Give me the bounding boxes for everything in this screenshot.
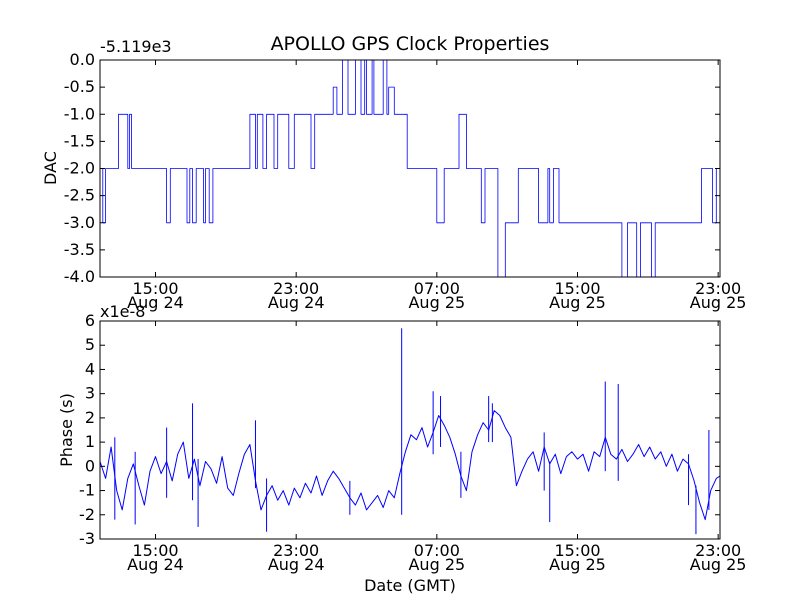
- dac-y-axis-label: DAC: [41, 151, 60, 185]
- dac-xtick-date-label: Aug 24: [268, 293, 325, 312]
- phase-xtick-time-label: 23:00: [695, 541, 741, 560]
- dac-xtick-date-label: Aug 25: [408, 293, 465, 312]
- phase-ytick-label: 2: [85, 408, 95, 427]
- phase-xtick-date-label: Aug 25: [408, 555, 465, 574]
- phase-ytick-label: -1: [79, 481, 95, 500]
- phase-offset-label: x1e-8: [100, 302, 145, 321]
- dac-y-ticks: 0.0 -0.5 -1.0 -1.5 -2.0 -2.5 -3.0 -3.5 -4.0: [64, 50, 720, 286]
- phase-axes-frame: [99, 320, 721, 540]
- phase-x-axis-label: Date (GMT): [364, 576, 456, 595]
- dac-series-line: [100, 59, 721, 278]
- phase-y-axis-label: Phase (s): [57, 393, 76, 467]
- phase-xtick-time-label: 23:00: [273, 541, 319, 560]
- dac-axes-frame: [99, 59, 721, 278]
- dac-xtick-time-label: 15:00: [132, 279, 178, 298]
- dac-ytick-label: -4.0: [64, 267, 95, 286]
- dac-ytick-label: -0.5: [64, 77, 95, 96]
- dac-xtick-date-label: Aug 24: [127, 293, 184, 312]
- phase-plot-area: [99, 328, 721, 535]
- dac-ytick-label: -3.5: [64, 240, 95, 259]
- phase-ytick-label: 1: [85, 432, 95, 451]
- dac-xtick-date-label: Aug 25: [549, 293, 606, 312]
- dac-ytick-label: -2.5: [64, 186, 95, 205]
- dac-xtick-time-label: 15:00: [554, 279, 600, 298]
- phase-xtick-date-label: Aug 25: [690, 555, 747, 574]
- phase-chart: x1e-8 Phase (s) Date (GMT) 6 5 4 3 2 1 0 -1 -2 -3…: [57, 302, 746, 595]
- chart-title: APOLLO GPS Clock Properties: [271, 33, 550, 55]
- phase-ytick-label: 6: [85, 311, 95, 330]
- dac-ytick-label: 0.0: [70, 50, 95, 69]
- dac-xtick-time-label: 07:00: [414, 279, 460, 298]
- phase-ytick-label: 0: [85, 456, 95, 475]
- dac-xtick-date-label: Aug 25: [690, 293, 747, 312]
- dac-xtick-time-label: 23:00: [273, 279, 319, 298]
- dac-ytick-label: -3.0: [64, 213, 95, 232]
- phase-xtick-date-label: Aug 24: [127, 555, 184, 574]
- phase-ytick-label: -2: [79, 505, 95, 524]
- phase-xtick-date-label: Aug 25: [549, 555, 606, 574]
- phase-ytick-label: 3: [85, 384, 95, 403]
- phase-xtick-time-label: 07:00: [414, 541, 460, 560]
- dac-ytick-label: -1.5: [64, 131, 95, 150]
- dac-offset-label: -5.119e3: [100, 37, 172, 56]
- dac-plot-area: [100, 59, 721, 278]
- phase-xtick-date-label: Aug 24: [268, 555, 325, 574]
- phase-xtick-time-label: 15:00: [132, 541, 178, 560]
- phase-ytick-label: -3: [79, 529, 95, 548]
- dac-ytick-label: -1.0: [64, 104, 95, 123]
- dac-chart: APOLLO GPS Clock Properties -5.119e3 DAC…: [41, 33, 746, 312]
- dac-ytick-label: -2.0: [64, 159, 95, 178]
- phase-ytick-label: 4: [85, 359, 95, 378]
- dac-xtick-time-label: 23:00: [695, 279, 741, 298]
- phase-ytick-label: 5: [85, 335, 95, 354]
- phase-xtick-time-label: 15:00: [554, 541, 600, 560]
